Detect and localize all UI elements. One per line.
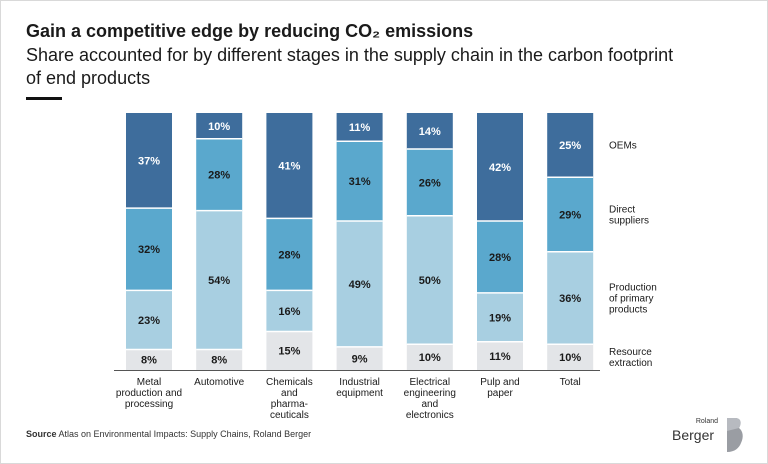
logo-text-roland: Roland — [695, 418, 718, 425]
data-label: 9% — [352, 353, 368, 365]
data-label: 15% — [278, 346, 300, 358]
bar-segment — [126, 208, 172, 291]
data-label: 50% — [419, 275, 441, 287]
category-label: electronics — [406, 410, 454, 421]
data-label: 8% — [211, 355, 227, 367]
bar-segment — [266, 113, 313, 219]
category-label: engineering — [404, 388, 456, 399]
data-label: 16% — [278, 306, 300, 318]
data-label: 41% — [278, 161, 300, 173]
title-underline — [26, 97, 62, 100]
category-label: Pulp and — [480, 377, 519, 388]
bar-segment — [406, 215, 453, 345]
legend-entry: products — [609, 305, 647, 316]
category-label: paper — [487, 388, 513, 399]
category-label: Total — [560, 377, 581, 388]
bar-segment — [336, 141, 383, 221]
legend-entry: extraction — [609, 358, 652, 369]
legend-entry: Direct — [609, 205, 635, 216]
bar-segment — [406, 113, 453, 149]
data-label: 28% — [489, 252, 511, 264]
category-label: Electrical — [410, 377, 451, 388]
chart-title: Gain a competitive edge by reducing CO₂ … — [26, 21, 474, 41]
data-label: 28% — [208, 170, 230, 182]
data-label: 10% — [559, 352, 581, 364]
category-label: Industrial — [339, 377, 380, 388]
source-note: Source Atlas on Environmental Impacts: S… — [26, 429, 311, 439]
bar-segment — [266, 331, 313, 370]
logo-b-mark-icon — [727, 418, 743, 452]
legend-entry: Production — [609, 283, 657, 294]
bar-segment — [406, 344, 453, 370]
category-label: pharma- — [271, 399, 308, 410]
bar-segment — [196, 113, 243, 139]
category-label: processing — [125, 399, 173, 410]
bar-segment — [196, 138, 243, 211]
data-label: 10% — [208, 121, 230, 133]
data-label: 28% — [278, 249, 300, 261]
legend-entry: of primary — [609, 294, 653, 305]
data-label: 37% — [138, 156, 160, 168]
bar-segment — [336, 346, 383, 370]
bar-segment — [266, 218, 313, 291]
roland-berger-logo: Roland Berger — [672, 417, 744, 453]
category-label: and — [281, 388, 298, 399]
bar-segment — [547, 251, 594, 345]
bar-segment — [477, 292, 523, 342]
bar-segment — [547, 113, 594, 178]
data-label: 29% — [559, 210, 581, 222]
bar-segment — [406, 148, 453, 216]
category-label: production and — [116, 388, 182, 399]
category-label: equipment — [336, 388, 383, 399]
category-label: and — [421, 399, 438, 410]
data-label: 11% — [489, 351, 511, 363]
data-label: 42% — [489, 162, 511, 174]
category-label: Chemicals — [266, 377, 313, 388]
data-label: 11% — [349, 122, 371, 134]
bar-segment — [336, 113, 383, 142]
bar-segment — [477, 341, 523, 370]
data-label: 23% — [138, 315, 160, 327]
source-text: Atlas on Environmental Impacts: Supply C… — [58, 429, 312, 439]
bar-segment — [126, 349, 172, 370]
legend-entry: suppliers — [609, 216, 649, 227]
bar-segment — [477, 113, 523, 221]
data-label: 31% — [349, 176, 371, 188]
bar-segment — [126, 290, 172, 350]
bar-segment — [196, 210, 243, 350]
bar-segment — [547, 177, 594, 252]
logo-text-berger: Berger — [672, 427, 715, 443]
bar-segment — [266, 290, 313, 332]
bar-segment — [336, 220, 383, 347]
bar-segment — [477, 220, 523, 293]
category-label: ceuticals — [270, 410, 309, 421]
category-label: Metal — [137, 377, 161, 388]
legend-entry: Resource — [609, 347, 652, 358]
data-label: 32% — [138, 244, 160, 256]
chart-subtitle: Share accounted for by different stages … — [26, 45, 674, 88]
data-label: 14% — [419, 126, 441, 138]
source-label: Source — [26, 429, 57, 439]
bar-segment — [547, 344, 594, 370]
data-label: 54% — [208, 275, 230, 287]
bar-segment — [196, 349, 243, 370]
data-label: 49% — [349, 279, 371, 291]
data-label: 25% — [559, 140, 581, 152]
category-label: Automotive — [194, 377, 244, 388]
legend-entry: OEMs — [609, 141, 637, 152]
bar-segment — [126, 113, 172, 209]
data-label: 8% — [141, 355, 157, 367]
data-label: 26% — [419, 177, 441, 189]
data-label: 10% — [419, 352, 441, 364]
data-label: 19% — [489, 312, 511, 324]
data-label: 36% — [559, 293, 581, 305]
